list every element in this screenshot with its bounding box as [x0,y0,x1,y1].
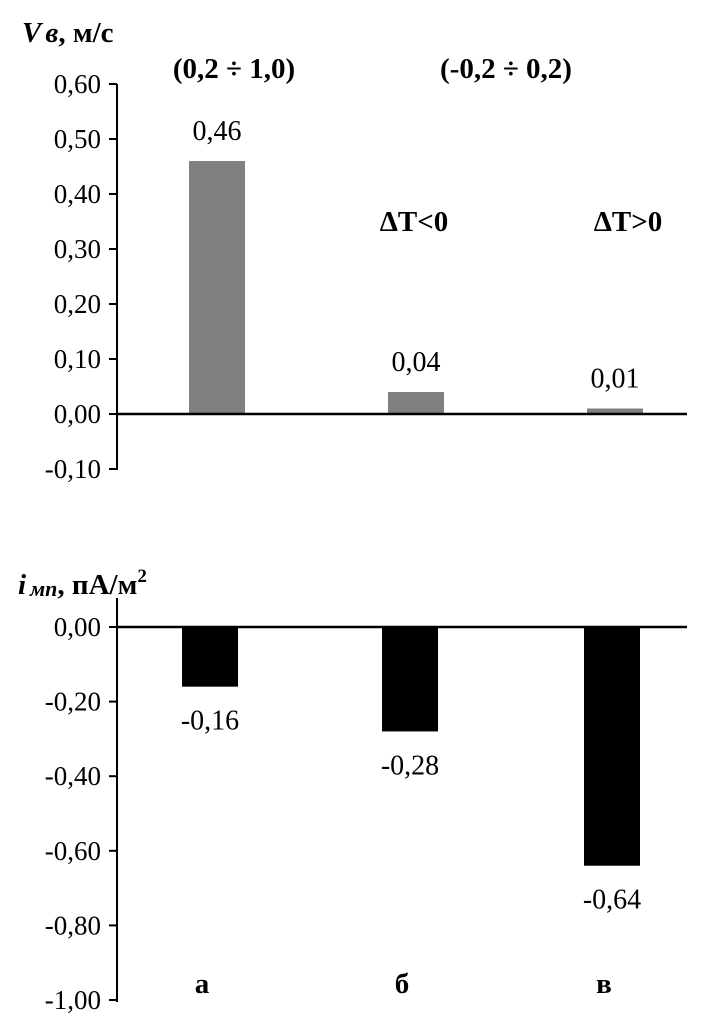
bottom-value-label: -0,16 [181,706,239,737]
top-bar [388,392,444,414]
top-value-labels: 0,46 0,04 0,01 [193,116,640,395]
bottom-category-labels: а б в [195,968,612,1000]
top-condition-annotation-1: ΔT<0 [380,206,449,238]
top-bars [189,161,643,414]
top-value-label: 0,04 [392,347,441,378]
bottom-y-tick-label: -0,20 [45,687,101,717]
bottom-value-labels: -0,16 -0,28 -0,64 [181,706,641,916]
bottom-y-tick-label: -1,00 [45,985,101,1015]
top-y-tick-label: 0,10 [54,344,101,374]
bottom-bar [382,627,438,732]
bottom-y-axis-title: i мп, пА/м2 [18,566,147,601]
top-bar [587,408,643,414]
top-y-axis-title-symbol: V [22,17,44,49]
bottom-bars [182,627,640,866]
top-y-tick-labels: -0,10 0,00 0,10 0,20 0,30 0,40 0,50 0,60 [45,69,117,484]
top-y-tick-label: 0,50 [54,124,101,154]
top-y-tick-label: 0,30 [54,234,101,264]
top-bar [189,161,245,414]
top-y-axis-title-unit: , м/с [58,17,113,49]
bottom-value-label: -0,28 [381,750,439,781]
bottom-bar [584,627,640,866]
top-y-tick-label: 0,40 [54,179,101,209]
bottom-y-tick-label: 0,00 [54,612,101,642]
bottom-y-tick-label: -0,40 [45,761,101,791]
top-y-tick-label: 0,60 [54,69,101,99]
bottom-category-label: в [596,968,612,1000]
top-y-axis-title-subscript: в [45,17,58,49]
top-range-annotation-1: (0,2 ÷ 1,0) [173,53,295,85]
bottom-bar [182,627,238,687]
bottom-y-tick-label: -0,80 [45,910,101,940]
top-range-annotation-2: (-0,2 ÷ 0,2) [440,53,572,85]
top-y-tick-label: 0,20 [54,289,101,319]
bottom-y-axis-title-symbol: i [18,569,26,601]
top-y-tick-label: 0,00 [54,399,101,429]
bottom-y-axis-title-subscript: мп [29,576,57,601]
top-value-label: 0,46 [193,116,242,147]
bottom-value-label: -0,64 [583,885,641,916]
top-y-tick-label: -0,10 [45,454,101,484]
bottom-y-axis-title-unit: , пА/м [57,569,137,601]
bottom-y-tick-label: -0,60 [45,836,101,866]
bottom-y-axis-title-superscript: 2 [137,566,147,587]
top-value-label: 0,01 [591,364,640,395]
bottom-category-label: а [195,968,210,1000]
bottom-y-tick-labels: 0,00 -0,20 -0,40 -0,60 -0,80 -1,00 [45,612,117,1015]
bottom-chart: i мп, пА/м2 0,00 -0,20 -0,40 -0,60 -0,80 -1,00… [18,566,687,1015]
top-condition-annotation-2: ΔT>0 [594,206,663,238]
bottom-category-label: б [395,968,410,1000]
